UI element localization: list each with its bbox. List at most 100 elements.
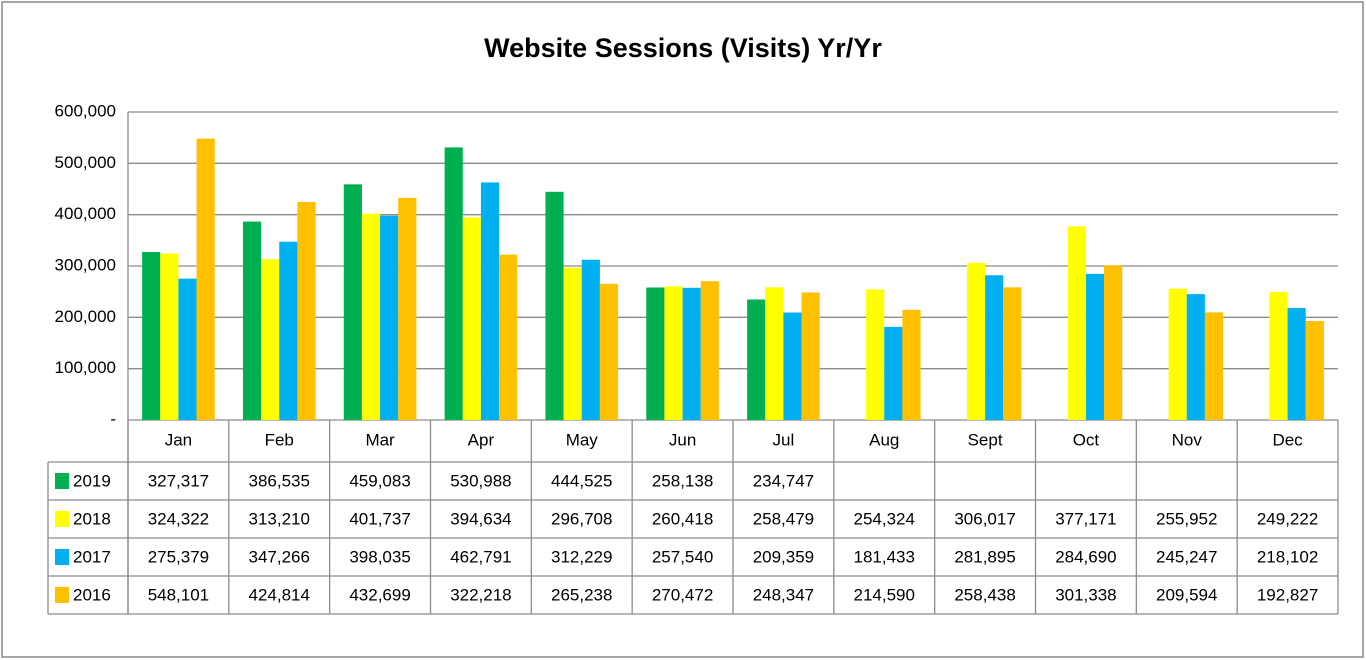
bar — [1287, 308, 1306, 420]
y-tick-label: 200,000 — [55, 307, 116, 326]
bar — [297, 201, 316, 420]
bar — [178, 278, 197, 420]
table-value: 214,590 — [854, 585, 915, 604]
x-tick-label: Feb — [265, 430, 294, 449]
x-tick-label: Aug — [869, 430, 899, 449]
bar — [664, 286, 683, 420]
bar — [480, 182, 500, 420]
table-value: 394,634 — [450, 509, 511, 528]
bar — [1269, 292, 1288, 420]
bar — [783, 312, 802, 420]
table-value: 312,229 — [551, 547, 612, 566]
bar — [462, 217, 481, 420]
legend-swatch — [55, 587, 69, 603]
x-tick-label: Jan — [165, 430, 192, 449]
table-value: 548,101 — [148, 585, 209, 604]
bar — [142, 251, 161, 420]
x-tick-label: Jun — [669, 430, 696, 449]
table-value: 284,690 — [1055, 547, 1116, 566]
table-value: 324,322 — [148, 509, 209, 528]
bar — [1168, 288, 1187, 420]
bar — [361, 213, 381, 420]
table-value: 347,266 — [249, 547, 310, 566]
bar — [700, 281, 719, 420]
y-tick-label: 400,000 — [55, 204, 116, 223]
y-tick-label: 600,000 — [55, 101, 116, 120]
table-value: 258,438 — [954, 585, 1015, 604]
table-value: 301,338 — [1055, 585, 1116, 604]
bar — [380, 215, 399, 420]
x-tick-label: May — [566, 430, 599, 449]
table-value: 209,359 — [753, 547, 814, 566]
x-tick-label: Mar — [365, 430, 395, 449]
bar — [343, 184, 362, 420]
bar — [765, 287, 784, 420]
bar — [884, 326, 903, 420]
bar — [747, 299, 766, 420]
table-value: 377,171 — [1055, 509, 1116, 528]
y-tick-label: 300,000 — [55, 255, 116, 274]
table-value: 530,988 — [450, 471, 511, 490]
bar — [398, 197, 417, 420]
table-value: 218,102 — [1257, 547, 1318, 566]
bar — [1186, 294, 1205, 420]
table-value: 234,747 — [753, 471, 814, 490]
table-value: 296,708 — [551, 509, 612, 528]
x-tick-label: Dec — [1272, 430, 1303, 449]
table-value: 398,035 — [349, 547, 410, 566]
table-value: 254,324 — [854, 509, 915, 528]
legend-label: 2018 — [73, 509, 111, 528]
bar — [682, 287, 701, 420]
table-value: 255,952 — [1156, 509, 1217, 528]
x-tick-label: Jul — [773, 430, 795, 449]
x-tick-label: Oct — [1073, 430, 1100, 449]
legend-swatch — [55, 549, 69, 565]
bar — [499, 254, 518, 420]
table-value: 444,525 — [551, 471, 612, 490]
bar — [1104, 265, 1123, 420]
table-value: 327,317 — [148, 471, 209, 490]
table-value: 459,083 — [349, 471, 410, 490]
bar — [279, 241, 298, 420]
bar — [160, 253, 179, 420]
legend-label: 2017 — [73, 547, 111, 566]
legend-label: 2016 — [73, 585, 111, 604]
bar — [599, 283, 619, 420]
table-value: 258,138 — [652, 471, 713, 490]
table-value: 258,479 — [753, 509, 814, 528]
legend-swatch — [55, 473, 69, 489]
x-tick-label: Sept — [968, 430, 1003, 449]
bar — [801, 292, 820, 420]
bar — [1003, 287, 1022, 420]
table-value: 181,433 — [854, 547, 915, 566]
bar — [902, 309, 921, 420]
table-value: 265,238 — [551, 585, 612, 604]
table-value: 424,814 — [249, 585, 310, 604]
bar — [196, 138, 215, 420]
bar — [261, 259, 280, 420]
bar — [581, 259, 600, 420]
table-value: 462,791 — [450, 547, 511, 566]
legend-label: 2019 — [73, 471, 111, 490]
table-value: 257,540 — [652, 547, 713, 566]
x-tick-label: Nov — [1172, 430, 1203, 449]
table-value: 248,347 — [753, 585, 814, 604]
y-tick-label: 500,000 — [55, 153, 116, 172]
table-value: 192,827 — [1257, 585, 1318, 604]
bar — [966, 262, 986, 420]
table-value: 401,737 — [349, 509, 410, 528]
y-tick-label: - — [110, 409, 116, 428]
table-value: 306,017 — [954, 509, 1015, 528]
bar — [1305, 321, 1324, 420]
table-value: 432,699 — [349, 585, 410, 604]
table-value: 281,895 — [954, 547, 1015, 566]
bar — [1204, 312, 1224, 420]
table-value: 245,247 — [1156, 547, 1217, 566]
table-value: 313,210 — [249, 509, 310, 528]
bar — [866, 289, 885, 420]
bar — [563, 267, 582, 420]
bar — [985, 275, 1004, 420]
table-value: 260,418 — [652, 509, 713, 528]
bar — [1085, 273, 1105, 420]
